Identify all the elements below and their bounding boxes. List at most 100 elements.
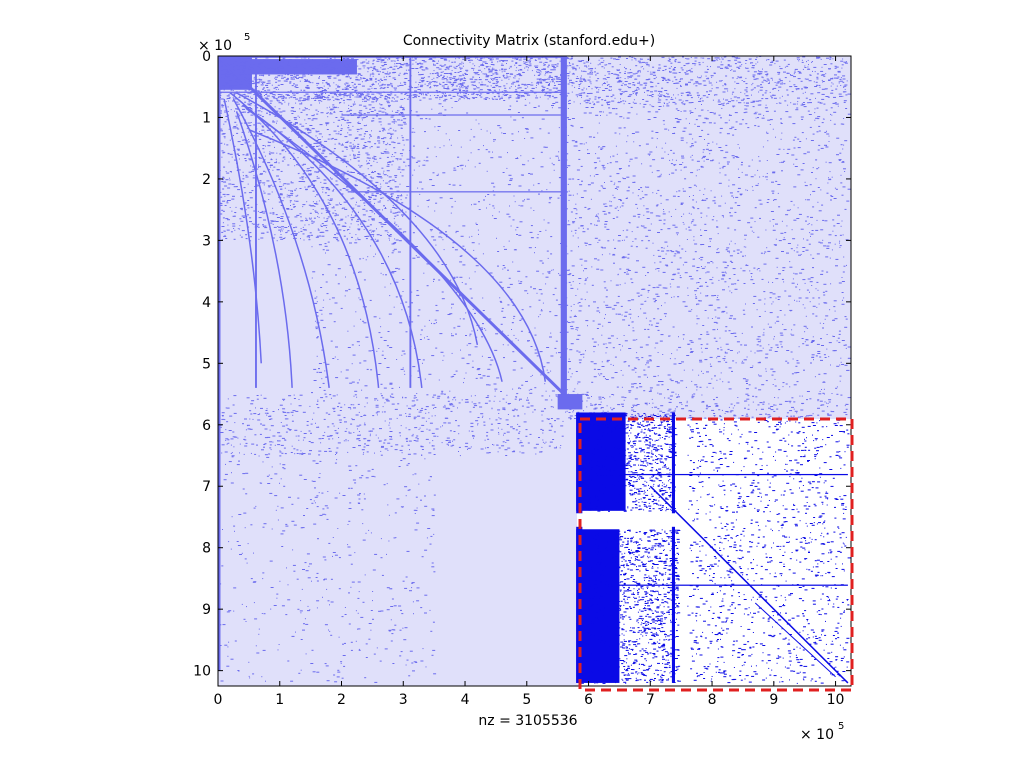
nonzero-mark	[619, 133, 621, 135]
nonzero-mark	[225, 171, 227, 173]
nonzero-mark	[319, 124, 323, 126]
nonzero-mark	[778, 102, 780, 104]
nonzero-mark	[801, 88, 803, 90]
nonzero-mark	[836, 393, 839, 395]
nonzero-mark	[807, 68, 811, 70]
nonzero-mark	[647, 94, 649, 96]
nonzero-mark	[663, 223, 666, 225]
nonzero-mark	[293, 93, 295, 94]
nonzero-mark	[831, 176, 833, 178]
nonzero-mark	[627, 253, 630, 255]
nonzero-mark	[819, 356, 822, 358]
nonzero-mark	[357, 160, 360, 162]
nonzero-mark	[315, 67, 316, 69]
nonzero-mark	[590, 182, 594, 184]
nonzero-mark	[617, 181, 621, 183]
nonzero-mark	[451, 85, 453, 87]
nonzero-mark	[757, 125, 760, 127]
nonzero-mark	[460, 96, 464, 98]
nonzero-mark	[294, 72, 295, 74]
nonzero-mark	[263, 59, 265, 61]
nonzero-mark	[638, 62, 642, 64]
nonzero-mark	[657, 82, 660, 84]
nonzero-mark	[729, 114, 731, 116]
nonzero-mark	[222, 210, 225, 212]
nonzero-mark	[281, 230, 283, 232]
nonzero-mark	[372, 63, 375, 65]
nonzero-mark	[640, 294, 643, 296]
nonzero-mark	[393, 65, 395, 67]
nonzero-mark	[275, 88, 277, 90]
nonzero-mark	[614, 372, 618, 373]
nonzero-mark	[647, 240, 650, 242]
nonzero-mark	[256, 67, 259, 69]
nonzero-mark	[572, 178, 575, 180]
nonzero-mark	[568, 358, 570, 360]
nonzero-mark	[568, 190, 570, 192]
nonzero-mark	[702, 325, 705, 326]
nonzero-mark	[618, 235, 621, 236]
nonzero-mark	[460, 68, 462, 70]
nonzero-mark	[387, 73, 390, 75]
nonzero-mark	[662, 213, 666, 215]
nonzero-mark	[319, 76, 320, 78]
nonzero-mark	[653, 74, 656, 76]
nonzero-mark	[549, 81, 551, 83]
nonzero-mark	[667, 153, 669, 155]
nonzero-mark	[691, 397, 694, 399]
nonzero-mark	[441, 92, 444, 94]
nonzero-mark	[407, 69, 411, 71]
nonzero-mark	[732, 360, 735, 362]
nonzero-mark	[621, 396, 625, 398]
nonzero-mark	[767, 82, 770, 84]
nonzero-mark	[387, 68, 389, 69]
nonzero-mark	[631, 231, 633, 233]
nonzero-mark	[222, 176, 225, 178]
nonzero-mark	[258, 166, 262, 168]
nonzero-mark	[736, 249, 740, 251]
nonzero-mark	[478, 79, 482, 81]
nonzero-mark	[715, 340, 718, 342]
nonzero-mark	[664, 128, 668, 130]
nonzero-mark	[558, 81, 562, 82]
nonzero-mark	[657, 352, 659, 353]
nonzero-mark	[235, 117, 238, 119]
nonzero-mark	[584, 80, 587, 82]
nonzero-mark	[279, 96, 281, 97]
nonzero-mark	[335, 59, 337, 61]
nonzero-mark	[807, 66, 809, 68]
nonzero-mark	[609, 396, 611, 398]
nonzero-mark	[833, 77, 837, 79]
nonzero-mark	[360, 223, 362, 225]
nonzero-mark	[702, 109, 704, 111]
nonzero-mark	[294, 200, 296, 202]
nonzero-mark	[698, 338, 702, 340]
nonzero-mark	[743, 359, 747, 361]
nonzero-mark	[266, 92, 268, 94]
nonzero-mark	[828, 68, 831, 70]
nonzero-mark	[708, 304, 712, 306]
nonzero-mark	[650, 223, 652, 225]
nonzero-mark	[458, 75, 462, 77]
nonzero-mark	[590, 223, 593, 225]
nonzero-mark	[358, 95, 362, 97]
nonzero-mark	[348, 66, 349, 68]
nonzero-mark	[743, 246, 745, 248]
nonzero-mark	[678, 346, 682, 348]
nonzero-mark	[255, 224, 259, 226]
nonzero-mark	[693, 224, 697, 226]
nonzero-mark	[227, 224, 229, 226]
nonzero-mark	[393, 87, 395, 89]
nonzero-mark	[271, 64, 273, 66]
nonzero-mark	[585, 61, 589, 63]
nonzero-mark	[474, 56, 478, 58]
nonzero-mark	[528, 65, 532, 67]
nonzero-mark	[272, 141, 275, 143]
nonzero-mark	[830, 364, 831, 366]
nonzero-mark	[838, 159, 841, 161]
nonzero-mark	[371, 87, 373, 89]
nonzero-mark	[297, 115, 299, 117]
nonzero-mark	[588, 68, 591, 70]
nonzero-mark	[385, 112, 387, 114]
nonzero-mark	[753, 113, 757, 115]
